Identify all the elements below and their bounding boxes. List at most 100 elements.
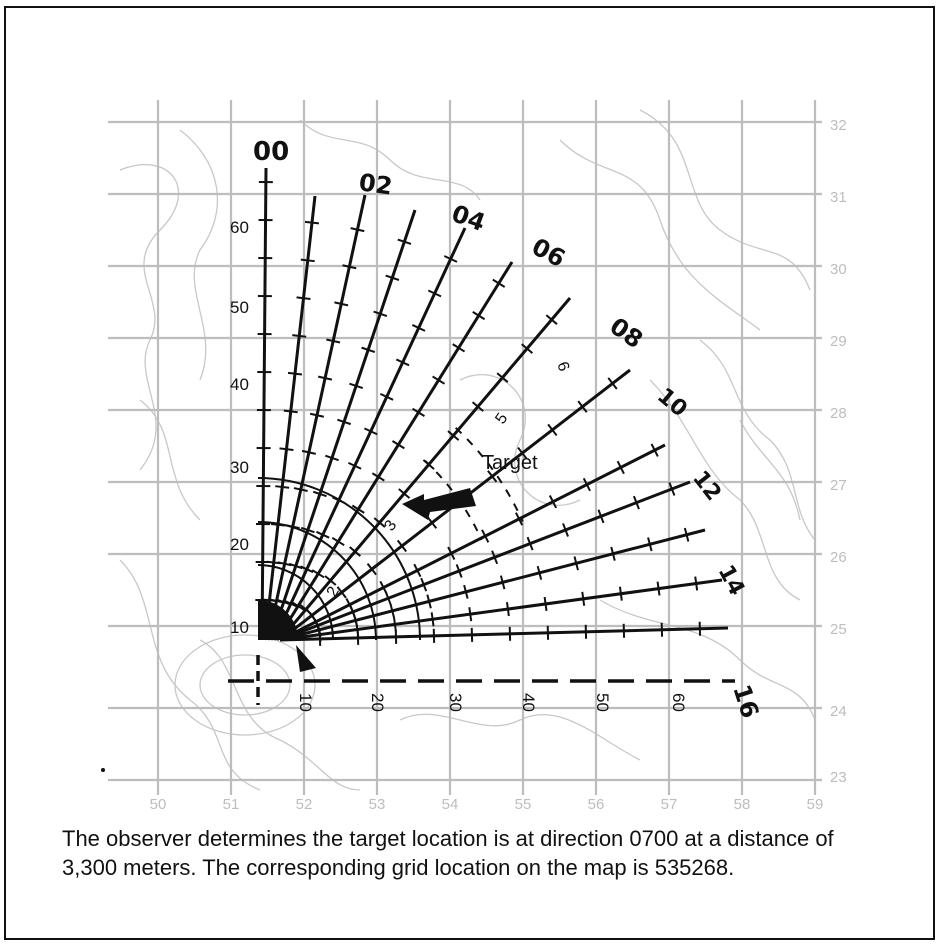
ray-tick bbox=[293, 487, 308, 493]
ray-tick bbox=[331, 536, 345, 547]
ray-tick bbox=[283, 409, 298, 414]
ray-tick bbox=[668, 482, 676, 496]
ray-tick bbox=[396, 539, 408, 553]
contour-line bbox=[649, 379, 801, 601]
ray-tick bbox=[311, 569, 325, 579]
ray-tick bbox=[577, 400, 588, 413]
ray-tick bbox=[656, 581, 661, 596]
ray-tick bbox=[496, 372, 509, 383]
direction-ray bbox=[279, 626, 729, 642]
ray-tick bbox=[650, 443, 659, 457]
ray-tick bbox=[432, 375, 446, 385]
ray-tick bbox=[547, 423, 558, 437]
ray-tick bbox=[391, 440, 405, 450]
direction-ray bbox=[269, 209, 417, 641]
ray-tick bbox=[694, 576, 699, 591]
ray-tick bbox=[288, 562, 303, 570]
contour-line bbox=[639, 109, 811, 291]
contour-line bbox=[399, 713, 641, 761]
ray-tick bbox=[291, 601, 305, 611]
ray-tick bbox=[427, 289, 442, 298]
map-dot bbox=[101, 768, 105, 772]
observer-position-marker bbox=[258, 600, 298, 640]
ray-tick bbox=[296, 296, 311, 300]
contour-line bbox=[174, 634, 316, 736]
scale-label: 30 bbox=[230, 458, 249, 477]
easting-labels: 50 51 52 53 54 55 56 57 58 59 bbox=[150, 796, 824, 813]
ray-tick bbox=[349, 382, 364, 390]
ray-tick bbox=[316, 530, 330, 539]
ray-tick bbox=[426, 594, 432, 609]
direction-ray bbox=[263, 195, 317, 641]
ray-tick bbox=[426, 516, 438, 529]
ray-tick bbox=[342, 264, 357, 270]
ray-tick bbox=[562, 523, 569, 537]
direction-ray bbox=[272, 227, 467, 641]
ray-tick bbox=[548, 495, 558, 509]
direction-ray bbox=[279, 528, 706, 642]
northing-label: 24 bbox=[830, 703, 847, 720]
contour-line bbox=[699, 339, 816, 541]
ray-tick bbox=[481, 529, 490, 543]
direction-ray bbox=[279, 480, 691, 642]
contour-line bbox=[739, 419, 801, 521]
easting-label: 59 bbox=[807, 796, 824, 813]
scale-label: 60 bbox=[669, 693, 688, 712]
ray-tick bbox=[412, 407, 425, 417]
northing-label: 27 bbox=[830, 477, 847, 494]
direction-label-02: 02 bbox=[357, 168, 394, 200]
range-label: 2 bbox=[324, 584, 343, 600]
easting-label: 53 bbox=[369, 796, 386, 813]
ray-tick bbox=[389, 603, 396, 618]
easting-label: 50 bbox=[150, 796, 167, 813]
ray-tick bbox=[371, 472, 385, 482]
ray-tick bbox=[491, 550, 499, 565]
contour-line bbox=[119, 559, 261, 791]
target-label: Target bbox=[482, 452, 538, 474]
direction-ray bbox=[279, 443, 666, 642]
scale-label: 10 bbox=[230, 618, 249, 637]
ray-tick bbox=[384, 591, 392, 606]
contour-line bbox=[179, 129, 219, 381]
northing-label: 30 bbox=[830, 261, 847, 278]
ray-tick bbox=[420, 577, 428, 592]
easting-label: 54 bbox=[442, 796, 459, 813]
ray-tick bbox=[492, 278, 506, 288]
ray-tick bbox=[521, 343, 534, 354]
baseline bbox=[228, 655, 735, 705]
target-arrow bbox=[402, 488, 476, 520]
ray-tick bbox=[379, 393, 394, 401]
ray-tick bbox=[284, 599, 298, 608]
ray-tick bbox=[683, 527, 690, 542]
range-label: 5 bbox=[492, 410, 511, 427]
contour-lines bbox=[119, 109, 816, 791]
ray-tick bbox=[270, 522, 286, 527]
northing-label: 26 bbox=[830, 549, 847, 566]
ray-tick bbox=[607, 377, 618, 390]
ray-tick bbox=[379, 580, 388, 595]
ray-tick bbox=[332, 496, 346, 505]
ray-tick bbox=[287, 371, 303, 376]
direction-ray bbox=[266, 194, 367, 641]
contour-line bbox=[199, 654, 291, 716]
northing-label: 32 bbox=[830, 117, 847, 134]
ray-tick bbox=[395, 358, 410, 367]
direction-ray bbox=[260, 167, 268, 641]
direction-ray bbox=[279, 578, 723, 642]
ray-tick bbox=[301, 449, 316, 455]
contour-line bbox=[299, 119, 481, 201]
range-label: 6 bbox=[553, 360, 572, 374]
figure-frame bbox=[4, 6, 935, 940]
ray-tick bbox=[463, 584, 469, 599]
contour-line bbox=[139, 399, 201, 521]
ray-tick bbox=[304, 220, 320, 225]
ray-tick bbox=[275, 485, 290, 489]
ray-tick bbox=[455, 564, 463, 578]
ray-tick bbox=[397, 238, 412, 245]
ray-tick bbox=[373, 517, 386, 528]
ray-tick bbox=[349, 546, 362, 557]
ray-tick bbox=[309, 412, 325, 418]
figure-caption: The observer determines the target locat… bbox=[62, 826, 834, 880]
ray-tick bbox=[430, 612, 435, 627]
